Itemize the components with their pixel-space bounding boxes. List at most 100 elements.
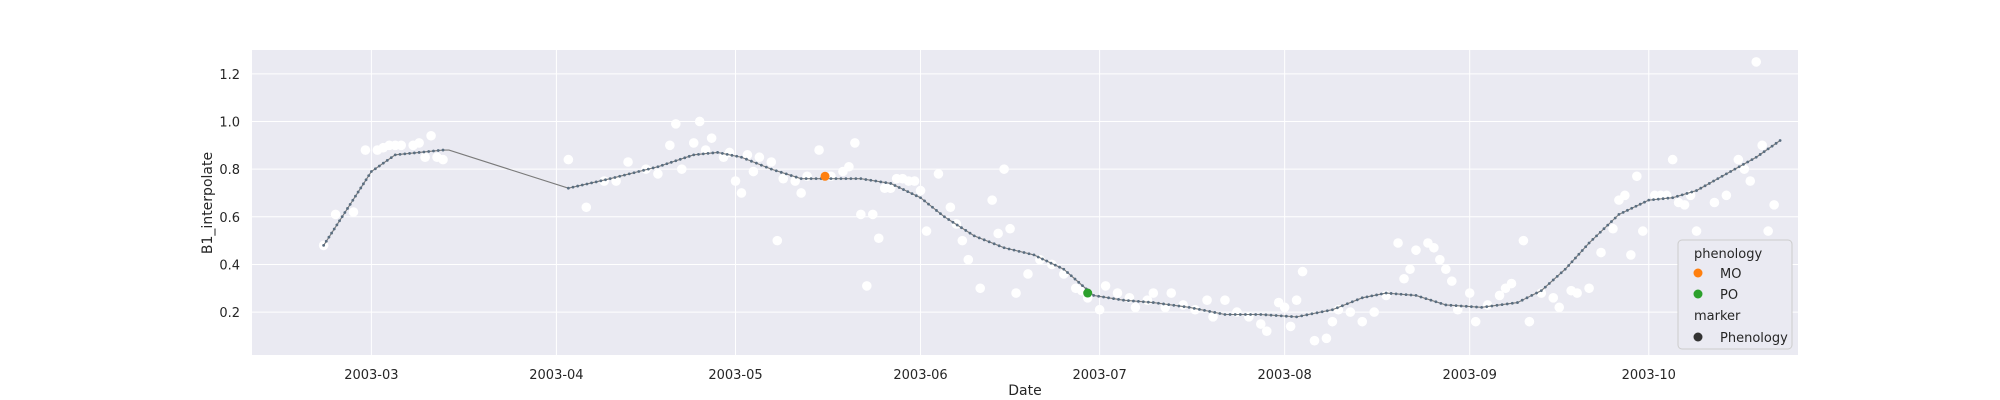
interpolated-marker	[373, 167, 377, 171]
observation-point	[850, 138, 860, 148]
interpolated-marker	[814, 177, 818, 181]
interpolated-marker	[1766, 147, 1770, 151]
interpolated-marker	[1112, 297, 1115, 301]
observation-point	[772, 235, 783, 246]
interpolated-marker	[1656, 197, 1660, 201]
interpolated-marker	[1197, 307, 1201, 311]
observation-point	[1208, 312, 1218, 322]
interpolated-marker	[674, 159, 678, 163]
observation-point	[736, 188, 747, 198]
interpolated-marker	[417, 151, 421, 154]
interpolated-marker	[422, 150, 426, 154]
interpolated-marker	[1617, 213, 1621, 216]
observation-point	[1220, 295, 1230, 305]
interpolated-marker	[910, 192, 914, 196]
interpolated-marker	[1547, 282, 1551, 285]
interpolated-marker	[1774, 141, 1778, 145]
observation-point	[885, 183, 896, 194]
interpolated-marker	[571, 185, 575, 189]
x-tick-label: 2003-04	[529, 368, 583, 383]
interpolated-marker	[1733, 167, 1737, 171]
observation-point	[1709, 197, 1720, 208]
interpolated-marker	[849, 177, 853, 181]
interpolated-marker	[408, 152, 411, 155]
observation-point	[1596, 247, 1606, 258]
interpolated-marker	[1218, 312, 1222, 315]
interpolated-marker	[982, 238, 986, 242]
legend-phenology-marker	[1693, 332, 1703, 342]
observation-point	[1291, 295, 1302, 305]
observation-point	[730, 176, 741, 186]
y-axis-label: B1_interpolate	[200, 152, 216, 254]
interpolated-marker	[1007, 247, 1011, 251]
observation-point	[1166, 288, 1177, 298]
interpolated-marker	[1127, 299, 1130, 302]
interpolated-marker	[902, 188, 905, 191]
interpolated-marker	[1699, 186, 1703, 190]
interpolated-marker	[977, 236, 981, 240]
interpolated-marker	[1274, 314, 1278, 317]
interpolated-marker	[1716, 177, 1720, 181]
interpolated-marker	[627, 172, 631, 176]
observation-point	[987, 195, 997, 205]
interpolated-marker	[1320, 310, 1324, 314]
interpolated-marker	[1290, 315, 1293, 318]
interpolated-marker	[1470, 305, 1473, 309]
interpolated-marker	[343, 211, 347, 214]
interpolated-marker	[1414, 294, 1418, 297]
observation-point	[1494, 290, 1505, 301]
interpolated-marker	[697, 152, 700, 156]
interpolated-marker	[1223, 313, 1227, 316]
interpolated-marker	[1720, 174, 1724, 178]
interpolated-marker	[1187, 305, 1191, 309]
observation-point	[1309, 335, 1320, 346]
interpolated-marker	[1157, 301, 1160, 305]
interpolated-marker	[879, 180, 883, 184]
interpolated-marker	[1146, 300, 1150, 304]
interpolated-marker	[1269, 313, 1273, 317]
interpolated-marker	[359, 186, 363, 190]
observation-point	[1769, 200, 1779, 210]
observation-point	[1679, 200, 1690, 210]
interpolated-marker	[1671, 196, 1675, 200]
interpolated-marker	[1032, 253, 1036, 257]
interpolated-marker	[784, 172, 788, 176]
interpolated-marker	[1053, 263, 1057, 267]
interpolated-marker	[604, 178, 607, 182]
interpolated-marker	[441, 148, 445, 152]
interpolated-marker	[1647, 198, 1651, 202]
interpolated-marker	[779, 170, 783, 174]
interpolated-marker	[1595, 234, 1598, 238]
interpolated-marker	[1516, 301, 1519, 304]
observation-point	[611, 176, 621, 186]
interpolated-marker	[834, 177, 838, 181]
interpolated-marker	[725, 152, 729, 156]
observation-point	[844, 161, 854, 172]
interpolated-marker	[1758, 153, 1762, 156]
observation-point	[1094, 304, 1105, 315]
observation-point	[360, 145, 371, 155]
observation-point	[1506, 278, 1517, 289]
interpolated-marker	[1490, 304, 1494, 308]
interpolated-marker	[1444, 303, 1448, 307]
interpolated-marker	[566, 186, 570, 190]
interpolated-marker	[1335, 306, 1339, 310]
interpolated-marker	[1077, 280, 1081, 284]
interpolated-marker	[1069, 274, 1073, 278]
legend: phenology MO PO marker Phenology	[1677, 239, 1793, 350]
interpolated-marker	[1409, 293, 1413, 297]
observation-point	[1285, 321, 1296, 332]
interpolated-marker	[730, 153, 734, 157]
interpolated-marker	[1389, 292, 1393, 295]
interpolated-marker	[720, 152, 724, 155]
interpolated-marker	[923, 199, 926, 203]
interpolated-marker	[1284, 314, 1288, 318]
observation-point	[873, 233, 884, 244]
observation-point	[1464, 288, 1475, 298]
interpolated-marker	[1685, 192, 1689, 195]
observation-point	[694, 116, 705, 127]
observation-point	[1435, 254, 1445, 265]
interpolated-marker	[1539, 289, 1543, 293]
interpolated-marker	[1167, 303, 1171, 307]
observation-point	[1757, 140, 1767, 151]
